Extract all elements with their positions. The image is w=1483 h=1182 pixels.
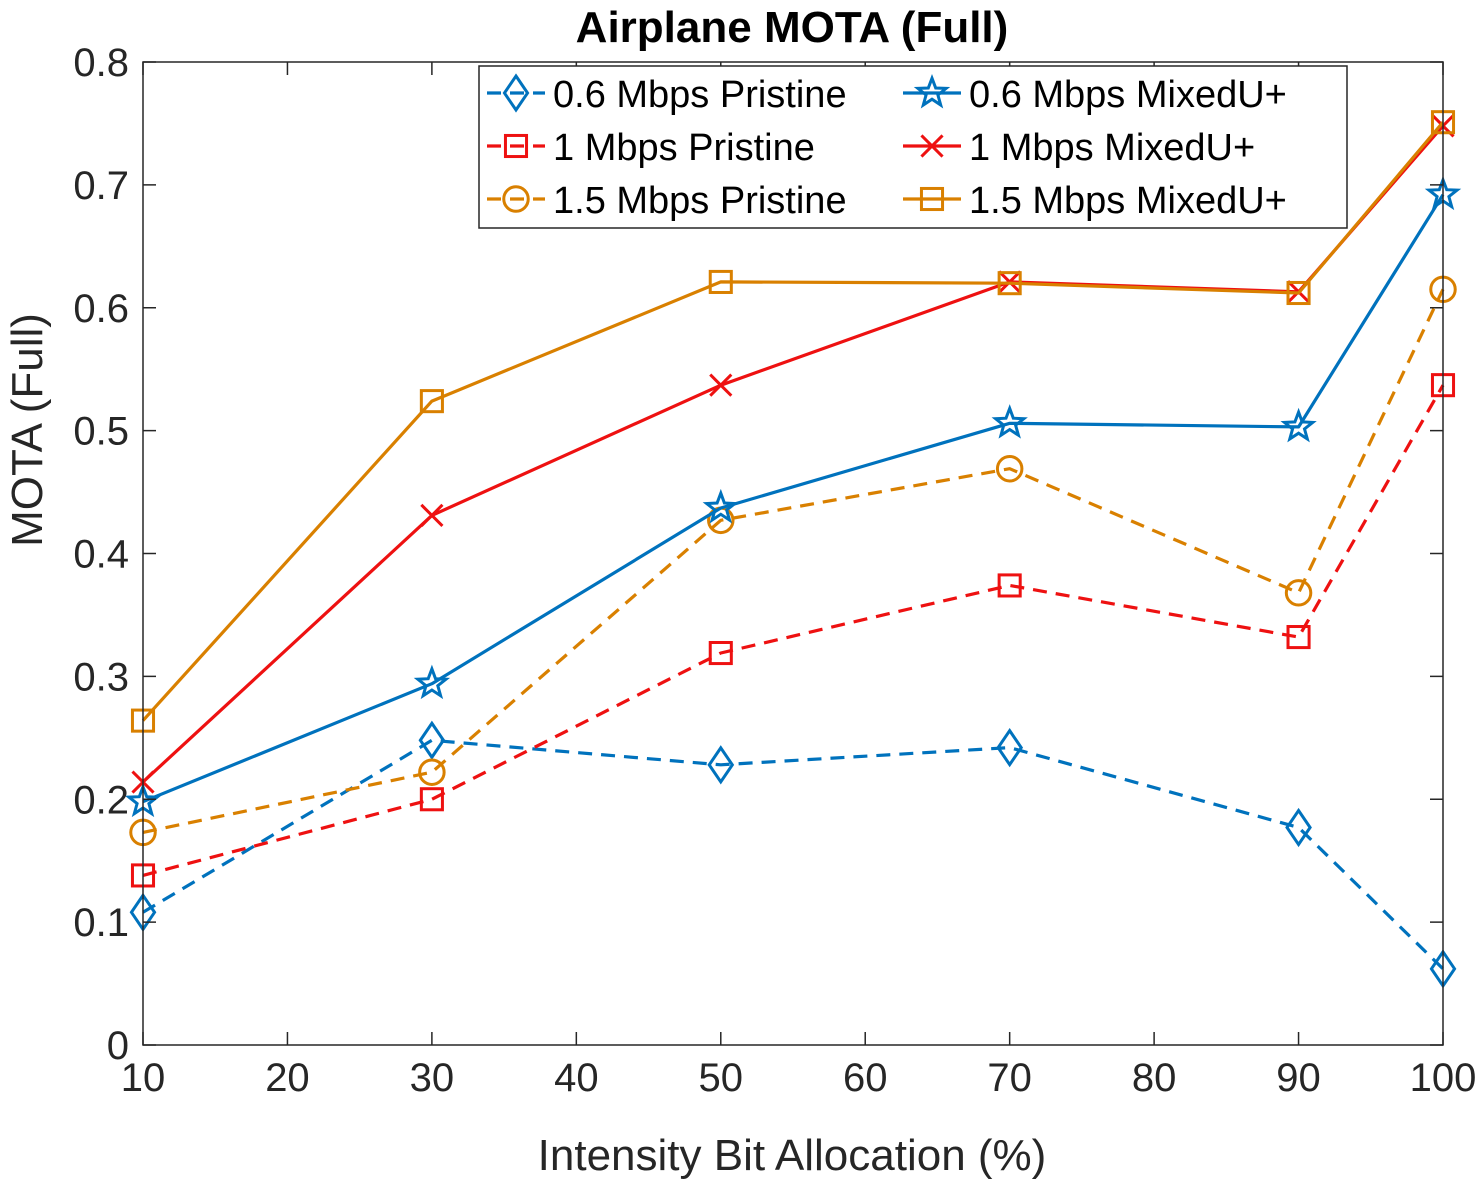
legend-label: 1 Mbps Pristine	[553, 127, 815, 169]
series-line	[142, 384, 1445, 877]
y-tick-label: 0.2	[73, 778, 129, 822]
legend-marker	[502, 73, 530, 113]
legend-entry-5: 1.5 Mbps MixedU+	[903, 180, 1287, 222]
legend-label: 0.6 Mbps Pristine	[553, 74, 847, 116]
data-point	[991, 404, 1028, 439]
data-point	[995, 454, 1024, 483]
legend-entry-0: 0.6 Mbps Pristine	[487, 73, 847, 116]
legend-marker	[913, 73, 951, 109]
legend-entry-1: 1 Mbps Pristine	[487, 127, 815, 169]
y-tick-label: 0.6	[73, 287, 129, 331]
series-layer	[124, 110, 1462, 989]
data-point	[1284, 579, 1313, 607]
legend-label: 1 Mbps MixedU+	[969, 127, 1255, 169]
data-point	[419, 389, 444, 414]
data-point	[997, 573, 1022, 598]
y-tick-label: 0.8	[73, 41, 129, 85]
legend-marker	[919, 186, 945, 212]
x-tick-label: 10	[121, 1056, 166, 1100]
data-point	[708, 269, 733, 294]
legend-marker	[920, 134, 944, 158]
legend-label: 1.5 Mbps MixedU+	[969, 180, 1287, 222]
y-tick-label: 0.3	[73, 655, 129, 699]
y-axis-label: MOTA (Full)	[3, 313, 52, 547]
legend-label: 1.5 Mbps Pristine	[553, 180, 847, 222]
data-point	[413, 664, 451, 700]
axes-layer: 10 20 30 40 50 60 70 80 90 100 0 0.1 0.2 0.3 0.4 0.5 0.6…	[73, 41, 1476, 1100]
x-tick-label: 30	[410, 1056, 455, 1100]
y-tick-label: 0.7	[73, 164, 129, 208]
x-axis-label: Intensity Bit Allocation (%)	[538, 1131, 1047, 1180]
data-point	[418, 720, 446, 760]
data-point	[420, 503, 444, 528]
data-point	[1286, 625, 1311, 650]
y-tick-label: 0.1	[73, 901, 129, 945]
x-tick-label: 80	[1132, 1056, 1177, 1100]
legend: 0.6 Mbps Pristine 1 Mbps Pristine 1.5 Mbps…	[478, 65, 1348, 229]
data-point	[418, 758, 446, 786]
data-point	[1280, 407, 1317, 443]
data-point	[709, 373, 733, 397]
data-point	[707, 745, 735, 785]
x-tick-label: 40	[554, 1056, 599, 1100]
legend-entry-4: 1 Mbps MixedU+	[903, 127, 1255, 169]
data-point	[708, 640, 733, 666]
legend-marker	[503, 133, 529, 159]
x-tick-label: 60	[843, 1056, 888, 1100]
y-tick-label: 0.4	[73, 533, 129, 577]
x-tick-label: 20	[265, 1056, 310, 1100]
data-point	[702, 488, 739, 524]
series-line	[141, 121, 1445, 722]
legend-entry-2: 1.5 Mbps Pristine	[487, 180, 847, 222]
legend-entry-3: 0.6 Mbps MixedU+	[903, 73, 1287, 116]
legend-marker	[502, 185, 530, 213]
data-point	[997, 271, 1022, 296]
series-line	[142, 288, 1445, 834]
y-tick-label: 0	[107, 1024, 129, 1068]
legend-label: 0.6 Mbps MixedU+	[969, 74, 1287, 116]
series-line	[142, 738, 1445, 970]
x-tick-label: 90	[1276, 1056, 1321, 1100]
data-point	[1285, 807, 1312, 848]
x-tick-label: 50	[699, 1056, 744, 1100]
x-tick-label: 70	[987, 1056, 1032, 1100]
data-point	[996, 727, 1024, 768]
chart-title: Airplane MOTA (Full)	[576, 3, 1009, 52]
data-point	[419, 787, 444, 812]
series-3	[124, 175, 1462, 818]
x-tick-label: 100	[1410, 1056, 1477, 1100]
series-line	[142, 193, 1445, 804]
data-point	[1286, 280, 1311, 306]
y-tick-label: 0.5	[73, 410, 129, 454]
